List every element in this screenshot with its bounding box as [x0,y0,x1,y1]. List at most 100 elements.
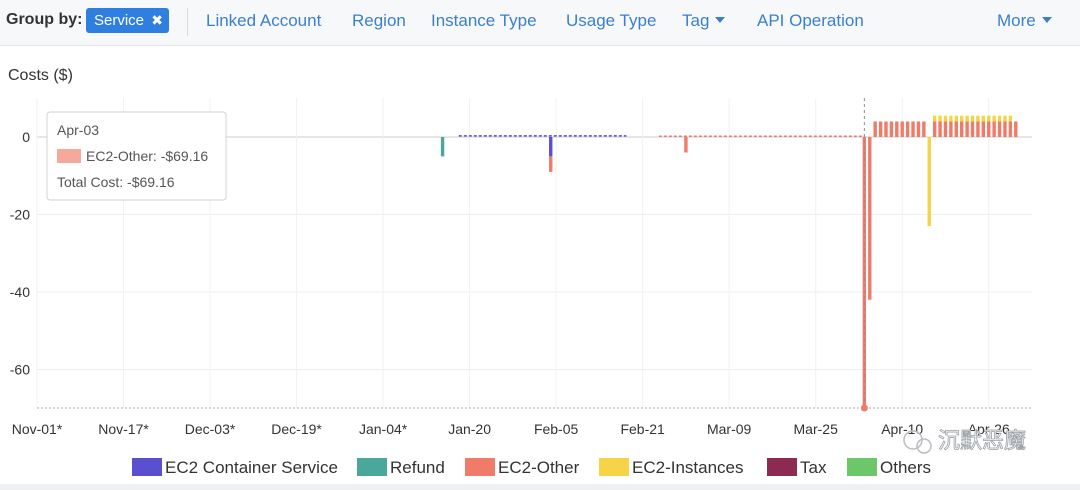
legend-label: Refund [390,458,445,477]
x-tick-label: Feb-05 [534,421,579,437]
tab-api-operation[interactable]: API Operation [757,11,864,31]
bar [960,121,964,137]
bar [992,121,996,137]
bar [960,115,964,122]
tab-label: API Operation [757,11,864,30]
tab-label: Region [352,11,406,30]
bar [911,121,915,137]
bar [938,115,942,122]
tooltip-box [46,111,227,201]
y-tick-label: -20 [10,207,30,223]
tooltip-date: Apr-03 [57,122,99,138]
close-icon[interactable]: ✖ [151,12,163,28]
tooltip-total: Total Cost: -$69.16 [57,174,175,190]
y-tick-label: 0 [22,129,30,145]
cost-chart: Costs ($) 0 -20 -40 -60 Nov-01* Nov-17* Dec-0… [8,67,1032,477]
bar [900,121,904,137]
x-tick-label: Dec-19* [271,421,322,437]
legend-label: Tax [800,458,827,477]
x-tick-label: Jan-04* [359,421,408,437]
x-tick-label: Mar-09 [707,421,752,437]
more-dropdown[interactable]: More [997,11,1052,31]
tab-label: Instance Type [431,11,537,30]
wechat-icon [916,438,932,454]
tab-tag[interactable]: Tag [682,11,726,31]
hover-marker [860,404,868,412]
bar [949,121,953,137]
bar [868,137,872,300]
bar [954,115,958,122]
bar [965,121,969,137]
bar [549,156,553,172]
tab-label: Usage Type [566,11,657,30]
bar [976,121,980,137]
bar [987,121,991,137]
service-chip-label: Service [94,12,145,29]
bar [440,137,445,157]
watermark-text: 沉默恶魔 [938,429,1026,454]
bar [981,115,986,122]
bar [970,121,975,137]
tab-linked-account[interactable]: Linked Account [206,11,321,31]
x-tick-label: Nov-01* [12,421,63,437]
y-axis-ticks: 0 -20 -40 -60 [10,129,30,378]
legend-label: Others [880,458,931,477]
tab-usage-type[interactable]: Usage Type [566,11,656,31]
bar [884,121,888,137]
bar [976,115,980,122]
chevron-down-icon [1041,16,1052,23]
group-by-toolbar: Group by: Service ✖ Linked Account Regio… [0,0,1080,46]
x-tick-label: Dec-03* [185,421,236,437]
tab-region[interactable]: Region [352,11,406,31]
bar [932,121,937,137]
bar [1008,121,1013,137]
legend-swatch [357,458,387,476]
bar [878,121,883,137]
bar [997,121,1002,137]
bar [965,115,969,122]
bar [970,115,975,122]
tab-label: Linked Account [206,11,322,30]
bar [943,121,948,137]
bar [684,137,688,153]
bar [992,115,996,122]
x-tick-label: Apr-26 [968,421,1010,437]
legend-swatch [465,458,495,476]
bar [997,115,1002,122]
bar [987,115,991,122]
bars [440,115,1018,405]
tab-instance-type[interactable]: Instance Type [431,11,537,31]
x-axis-ticks: Nov-01* Nov-17* Dec-03* Dec-19* Jan-04* Jan-2… [12,421,1010,437]
legend-swatch [847,458,877,476]
x-tick-label: Nov-17* [98,421,149,437]
y-tick-label: -60 [10,362,30,378]
toolbar-divider [187,8,188,36]
x-tick-label: Jan-20 [448,421,491,437]
legend-label: EC2 Container Service [165,458,338,477]
bar [981,121,986,137]
bar [927,137,931,227]
bar [889,121,894,137]
bar [916,121,921,137]
tooltip-series-value: EC2-Other: -$69.16 [86,148,208,164]
legend-label: EC2-Other [498,458,580,477]
x-tick-label: Apr-10 [881,421,923,437]
y-tick-label: -40 [10,284,30,300]
bar [1014,121,1018,137]
x-tick-label: Mar-25 [794,421,839,437]
service-filter-chip[interactable]: Service ✖ [86,8,169,33]
bar [873,121,877,137]
legend-swatch [132,458,162,476]
bar [1003,121,1007,137]
bar [905,121,910,137]
bar [922,121,926,137]
bar [1003,115,1007,122]
hover-indicator [860,98,868,412]
x-tick-label: Feb-21 [620,421,665,437]
legend-swatch [599,458,629,476]
y-axis-title: Costs ($) [8,67,73,84]
bar [1008,115,1013,122]
watermark: 沉默恶魔 [903,429,1026,454]
bar [938,121,942,137]
bar [943,115,948,122]
